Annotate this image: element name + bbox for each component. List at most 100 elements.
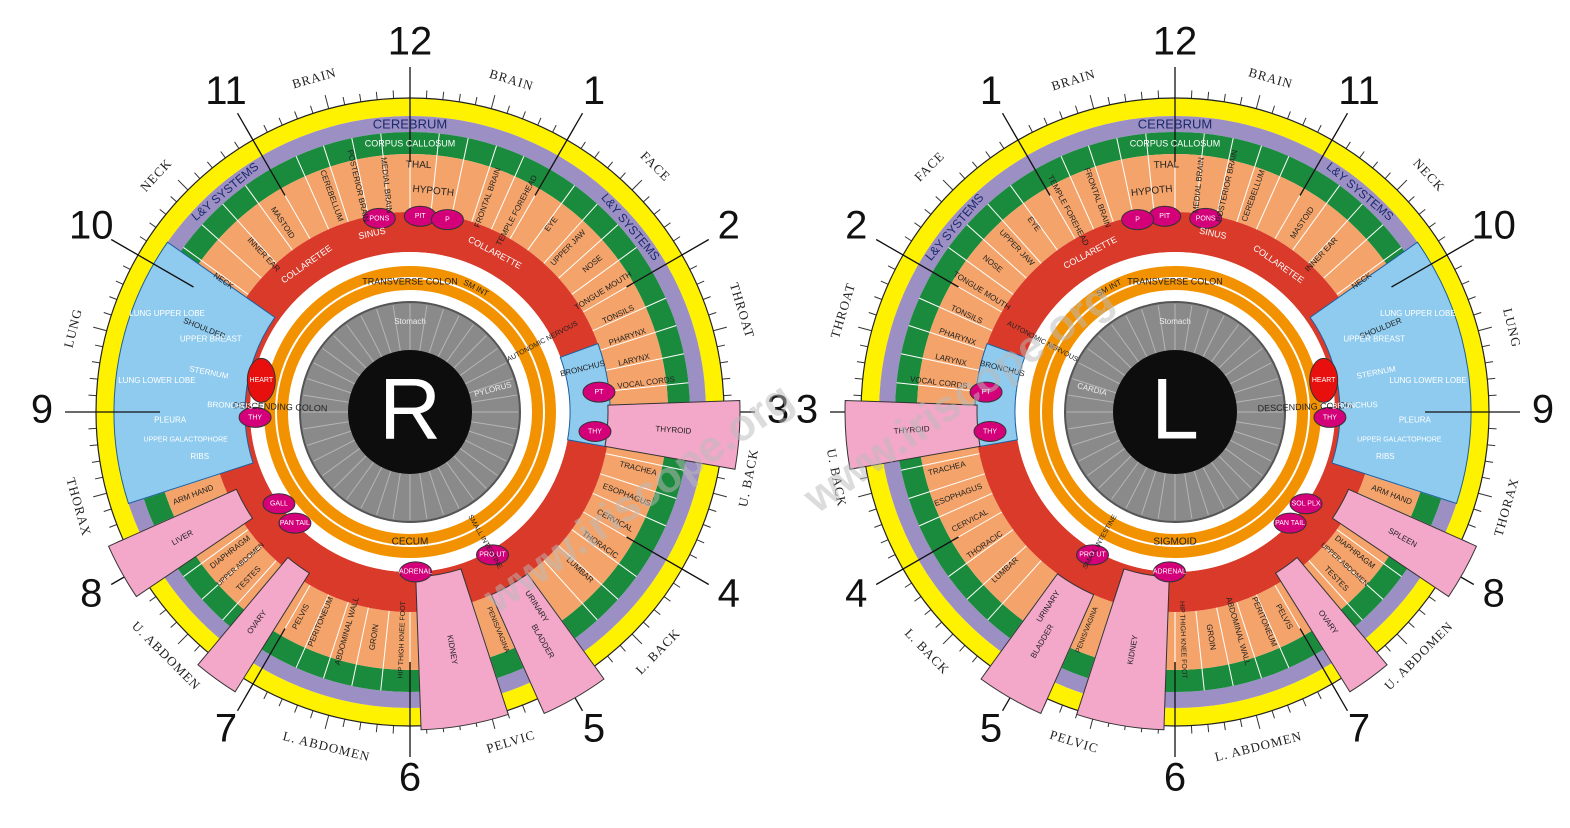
zone-text: LUNG LOWER LOBE [118, 376, 195, 385]
tick [310, 105, 314, 114]
tick [522, 704, 526, 713]
tick [220, 151, 226, 159]
tick [1207, 724, 1210, 733]
divider [322, 602, 349, 679]
iris-fiber [1224, 348, 1263, 376]
organ-spot [262, 493, 296, 515]
divider [908, 473, 985, 500]
zone-text: HIP THIGH KNEE FOOT [1178, 601, 1188, 679]
divider [605, 353, 684, 371]
eye-letter: L [1151, 362, 1199, 458]
colon-line [275, 277, 545, 547]
tick [971, 161, 978, 169]
iris-fiber [360, 315, 383, 357]
divider [1195, 133, 1205, 214]
organ-block [490, 573, 605, 715]
divider [1116, 138, 1134, 217]
tick [1287, 111, 1291, 120]
hour-line [1299, 628, 1349, 712]
tick [1075, 105, 1079, 114]
tick [94, 344, 103, 348]
tick [935, 621, 942, 628]
organ-spot [1076, 544, 1109, 566]
tick [1473, 312, 1482, 316]
tick [607, 655, 614, 663]
zone-text: Stomach [1159, 317, 1191, 326]
tick [1372, 161, 1379, 169]
tick [720, 361, 729, 364]
tick [1478, 492, 1492, 498]
clock-number: 1 [583, 69, 605, 113]
divider [919, 297, 993, 332]
iris-fiber [468, 430, 513, 446]
tick [722, 377, 731, 380]
organ-label: SOL PLX [1292, 501, 1321, 508]
organ-label: THY [983, 428, 997, 435]
tick [206, 161, 213, 169]
tick [359, 93, 362, 102]
divider [201, 545, 262, 600]
tick [294, 704, 298, 713]
tick [1454, 265, 1463, 270]
iris-fiber [459, 448, 498, 476]
iris-fiber [1202, 315, 1225, 357]
organ-spot [582, 381, 616, 403]
divider [1255, 156, 1290, 230]
tick [696, 539, 705, 544]
divider [490, 156, 525, 230]
iris-fiber [1141, 470, 1157, 515]
zone-text: DESCENDING COLON [1257, 400, 1352, 413]
iris-fiber [1218, 455, 1252, 489]
divider [571, 247, 637, 295]
zone-label: THROAT [827, 281, 858, 340]
clock-number: 5 [980, 706, 1002, 750]
tick [887, 265, 896, 270]
zone-text: THAL [406, 159, 432, 171]
divider [600, 324, 677, 351]
divider [380, 610, 390, 691]
tick [103, 508, 112, 512]
zone-label: L. ABDOMEN [1213, 728, 1303, 764]
tick [1467, 524, 1476, 528]
divider [471, 145, 498, 222]
tick [914, 596, 922, 602]
hour-line [875, 536, 959, 586]
tick [1271, 710, 1275, 719]
clock-number: 3 [767, 388, 789, 432]
organ-label: PT [594, 389, 604, 396]
tick [278, 117, 283, 126]
organ-label: ADRENAL [399, 569, 432, 576]
zone-text: RIBS [190, 452, 209, 461]
hour-line [626, 536, 710, 586]
divider [351, 607, 369, 686]
organ-spot [969, 381, 1003, 403]
iris-fiber [307, 430, 352, 446]
tick [663, 596, 671, 602]
zone-label: THORAX [63, 476, 94, 538]
organ-block [604, 399, 741, 470]
iris-fiber [346, 461, 374, 500]
tick [159, 609, 167, 616]
tick [1302, 117, 1307, 126]
organ-spot [362, 207, 396, 229]
iris-fiber [1098, 455, 1132, 489]
zone-text: GROIN [1205, 623, 1218, 651]
iris-fiber [428, 309, 444, 354]
divider [896, 382, 977, 392]
tick [880, 280, 889, 285]
iris-fiber [1072, 378, 1117, 394]
organ-label: THYROID [893, 424, 930, 436]
zone-label: LUNG [61, 307, 85, 350]
tick [1384, 172, 1391, 179]
zone-text: CORPUS CALLOSUM [365, 138, 456, 148]
iris-fiber [307, 378, 352, 394]
organ-label: PT [982, 389, 992, 396]
iris-fiber [446, 324, 474, 363]
tick [294, 111, 298, 120]
tick [149, 222, 157, 228]
zone-label: THROAT [727, 281, 758, 340]
clock-number: 4 [845, 572, 867, 616]
zone-label: NECK [1410, 155, 1448, 194]
tick [631, 633, 643, 645]
